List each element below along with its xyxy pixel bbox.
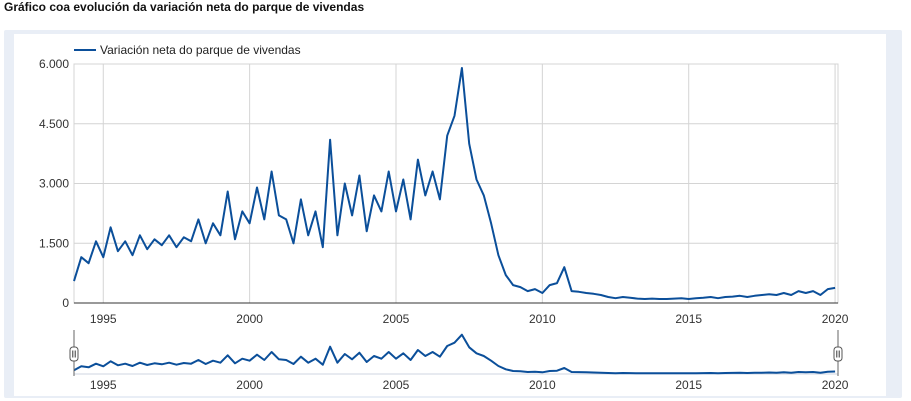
line-chart: Variación neta do parque de vivendas 0 1.…	[39, 43, 849, 392]
y-tick-label: 0	[62, 296, 69, 310]
main-plot	[73, 67, 836, 300]
chart-frame: Variación neta do parque de vivendas 0 1.…	[4, 30, 902, 398]
y-axis: 0 1.500 3.000 4.500 6.000	[39, 57, 69, 310]
x-tick-label: 2000	[236, 312, 263, 326]
x-axis: 1995 2000 2005 2010 2015 2020	[90, 312, 849, 326]
navigator-tick-label: 2015	[675, 378, 702, 392]
x-tick-label: 1995	[90, 312, 117, 326]
x-tick-label: 2005	[383, 312, 410, 326]
pause-icon	[833, 346, 843, 362]
main-grid	[73, 63, 839, 304]
legend-label: Variación neta do parque de vivendas	[100, 43, 301, 57]
x-tick-label: 2010	[529, 312, 556, 326]
chart-panel: Variación neta do parque de vivendas 0 1.…	[14, 34, 886, 396]
y-tick-label: 1.500	[39, 236, 69, 250]
navigator-tick-label: 2020	[822, 378, 849, 392]
y-tick-label: 3.000	[39, 177, 69, 191]
page-title: Gráfico coa evolución da variación neta …	[4, 0, 365, 14]
navigator-tick-label: 1995	[90, 378, 117, 392]
legend: Variación neta do parque de vivendas	[74, 43, 301, 57]
navigator-x-axis: 1995 2000 2005 2010 2015 2020	[90, 378, 849, 392]
x-tick-label: 2020	[822, 312, 849, 326]
range-handle-right[interactable]	[833, 330, 843, 376]
navigator-tick-label: 2010	[529, 378, 556, 392]
range-handle-left[interactable]	[69, 330, 79, 376]
navigator-tick-label: 2000	[236, 378, 263, 392]
y-tick-label: 6.000	[39, 57, 69, 71]
range-navigator	[69, 330, 843, 376]
navigator-tick-label: 2005	[383, 378, 410, 392]
pause-icon	[69, 346, 79, 362]
navigator-series-line	[73, 333, 836, 375]
x-tick-label: 2015	[675, 312, 702, 326]
y-tick-label: 4.500	[39, 117, 69, 131]
series-line	[73, 67, 836, 300]
